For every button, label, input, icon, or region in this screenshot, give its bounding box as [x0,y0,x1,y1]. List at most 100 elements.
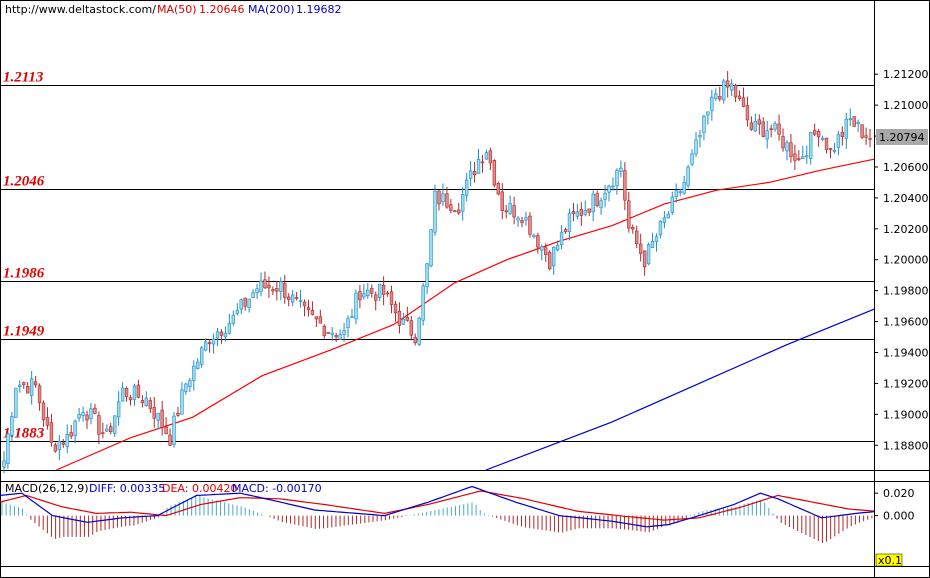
candle-body [773,123,777,130]
candle-body [852,116,856,127]
candle-body [366,289,370,297]
candle-body [836,134,841,148]
candle-body [583,210,587,215]
candle-body [816,131,821,138]
candle-body [698,134,702,138]
candle-body [595,193,599,206]
candle-body [496,182,500,195]
candle-body [631,227,635,230]
candle-body [263,279,267,289]
candle-body [694,139,698,155]
candle-body [57,441,62,451]
candle-body [275,288,279,292]
candle-body [41,402,46,421]
candle-body [231,314,236,324]
candle-body [512,205,516,218]
candle-body [464,179,469,196]
candle-body [207,342,212,345]
candle-body [769,128,773,131]
moving-averages [56,158,875,471]
candle-body [623,170,627,201]
candle-body [298,300,303,302]
candle-body [737,95,742,99]
candle-body [140,400,145,403]
candle-body [468,170,473,179]
candle-body [832,149,837,152]
candle-body [26,385,30,394]
candle-body [449,204,453,211]
candle-body [603,193,607,200]
candle-body [587,208,591,213]
macd-tick-label: 0.000 [883,510,915,523]
candle-body [500,191,504,211]
candle-body [548,252,552,270]
candle-body [662,217,667,223]
candle-body [492,160,497,186]
candle-body [480,161,485,164]
candle-body [322,325,326,336]
ma200-label: MA(200) [248,3,295,16]
candle-body [453,210,457,213]
level-label-2: 1.1986 [3,266,45,282]
candle-body [441,193,445,203]
candle-body [389,291,394,305]
candle-body [381,284,386,295]
candle-body [484,152,489,160]
candle-body [77,414,81,419]
candle-body [346,318,350,329]
macd-dea-label: DEA: 0.00420 [162,482,237,495]
candle-body [682,182,686,194]
level-label-3: 1.1949 [3,324,45,340]
candle-body [638,243,643,254]
candle-body [690,153,694,165]
candle-body [433,190,437,233]
candle-body [520,220,524,223]
candle-body [211,338,216,345]
candle-body [722,80,726,101]
candle-body [666,213,671,219]
candle-body [251,292,255,298]
candle-body [314,316,319,320]
candle-body [405,317,410,321]
candle-body [840,131,845,137]
candle-body [571,211,576,215]
candle-body [706,111,710,116]
candle-body [544,247,548,255]
candle-body [290,294,295,303]
candle-body [745,105,750,121]
candle-body [809,131,813,159]
candle-body [49,422,54,443]
candle-body [144,397,149,406]
candle-body [753,120,758,132]
candle-body [425,263,429,288]
ma-line-1 [485,308,875,471]
candle-body [642,250,647,268]
candle-body [437,190,441,205]
price-tick-label: 1.19400 [883,347,929,360]
candle-body [848,118,852,121]
price-tick-label: 1.21200 [883,68,929,81]
macd-header: MACD(26,12,9) DIFF: 0.00335 DEA: 0.00420… [5,482,322,495]
candle-body [801,156,805,159]
macd-dea-line [0,490,875,521]
candle-body [243,297,247,307]
candle-body [445,193,449,208]
candle-body [860,124,864,138]
candle-body [536,235,540,248]
candle-body [532,234,536,237]
macd-label: MACD(26,12,9) [5,482,89,495]
candle-body [765,130,769,140]
candle-body [105,428,109,432]
candle-body [22,382,26,385]
candle-body [761,121,765,137]
candle-body [113,415,117,434]
current-price-box [876,128,928,145]
candle-body [302,301,307,307]
candle-body [310,310,315,315]
candle-body [180,389,184,415]
candle-body [635,230,639,245]
candle-body [678,191,682,194]
candle-body [18,384,22,387]
candle-body [164,426,168,435]
candle-body [362,293,366,298]
